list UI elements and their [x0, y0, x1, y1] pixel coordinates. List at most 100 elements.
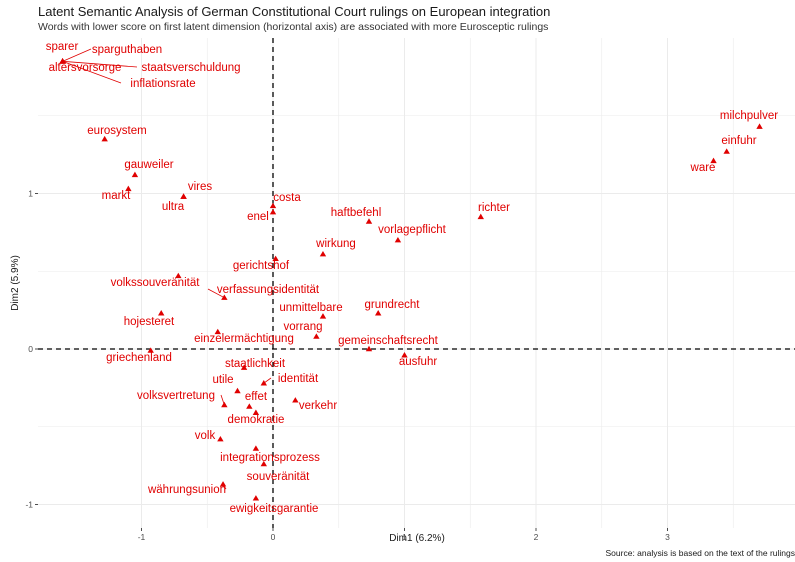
data-point-marker [221, 401, 228, 408]
y-tick-label: 1 [28, 189, 33, 199]
data-point-label: costa [273, 192, 301, 204]
label-leader-line [62, 60, 138, 68]
x-tick-label: 3 [665, 532, 670, 542]
data-point-label: griechenland [106, 352, 172, 364]
data-point-marker [260, 460, 267, 467]
data-point-marker [252, 445, 260, 451]
data-point-marker [214, 328, 221, 335]
data-point-label: staatsverschuldung [141, 62, 240, 74]
data-point-label: eurosystem [87, 125, 146, 137]
data-point-label: vires [188, 181, 213, 193]
data-point-label: verkehr [299, 400, 338, 412]
data-point-label: utile [212, 374, 233, 386]
data-point-marker [59, 58, 66, 64]
label-leader-line [62, 48, 92, 62]
point-labels: sparer sparguthaben altersvorsorge staatsve… [46, 41, 779, 515]
data-point-label: richter [478, 202, 510, 214]
label-leader-line [62, 60, 122, 84]
source-caption: Source: analysis is based on the text of… [605, 548, 795, 558]
data-point-label: gerichtshof [233, 260, 290, 272]
data-point-marker [260, 380, 267, 386]
grid-lines [38, 38, 795, 528]
data-point-label: volkssouveränität [111, 277, 201, 289]
data-point-label: markt [102, 190, 132, 202]
data-point-marker [269, 202, 277, 209]
data-point-marker [125, 185, 132, 192]
axis-ticks: -1 0 1 2 3 -1 0 1 [25, 189, 670, 543]
x-tick-label: 0 [271, 532, 276, 542]
data-point-marker [272, 255, 279, 262]
data-point-label: milchpulver [720, 110, 778, 122]
y-tick-label: -1 [25, 500, 33, 510]
data-point-marker [365, 345, 373, 352]
data-point-label: haftbefehl [331, 207, 382, 219]
x-axis-title: Dim1 (6.2%) [389, 533, 445, 544]
data-point-marker [723, 148, 730, 154]
data-point-label: gauweiler [124, 159, 173, 171]
data-point-label: einzelermächtigung [194, 333, 294, 345]
x-tick-label: -1 [138, 532, 146, 542]
plot-panel [38, 38, 795, 528]
data-point-label: ware [690, 162, 716, 174]
data-point-label: unmittelbare [279, 302, 342, 314]
data-points [59, 58, 763, 501]
data-point-label: vorrang [284, 321, 323, 333]
data-point-marker [313, 333, 320, 339]
chart-title: Latent Semantic Analysis of German Const… [38, 4, 551, 19]
y-axis-title: Dim2 (5.9%) [10, 255, 21, 311]
data-point-label: altersvorsorge [49, 62, 122, 74]
x-tick-label: 1 [402, 532, 407, 542]
data-point-label: volksvertretung [137, 390, 215, 402]
data-point-marker [180, 193, 187, 199]
x-tick-label: 2 [534, 532, 539, 542]
data-point-marker [240, 364, 248, 370]
data-point-label: verfassungsidentität [217, 284, 320, 296]
data-point-label: demokratie [228, 414, 285, 426]
data-point-marker [234, 387, 241, 394]
data-point-label: wirkung [315, 238, 356, 250]
data-point-marker [394, 236, 402, 243]
data-point-marker [101, 135, 108, 142]
chart-subtitle: Words with lower score on first latent d… [38, 21, 549, 33]
data-point-marker [246, 403, 253, 409]
data-point-marker [401, 352, 408, 358]
data-point-label: ultra [162, 201, 185, 213]
data-point-marker [292, 397, 299, 403]
data-point-label: gemeinschaftsrecht [338, 335, 439, 347]
data-point-label: einfuhr [721, 135, 756, 147]
label-leader-line [207, 288, 225, 299]
data-point-marker [147, 347, 154, 353]
data-point-label: ewigkeitsgarantie [230, 503, 319, 515]
data-point-marker [175, 272, 182, 279]
data-point-label: souveränität [247, 471, 310, 483]
data-point-marker [252, 409, 260, 415]
data-point-label: ausfuhr [399, 356, 438, 368]
data-point-marker [375, 310, 382, 316]
data-point-label: inflationsrate [130, 78, 195, 90]
data-point-label: sparguthaben [92, 44, 162, 56]
data-point-marker [252, 495, 260, 501]
y-tick-label: 0 [28, 344, 33, 354]
data-point-marker [319, 250, 327, 257]
data-point-marker [319, 313, 327, 319]
data-point-label: hojesteret [124, 316, 175, 328]
data-point-marker [269, 208, 277, 215]
data-point-marker [710, 157, 717, 164]
data-point-marker [217, 435, 224, 442]
data-point-label: identität [278, 373, 319, 385]
data-point-marker [131, 171, 139, 178]
data-point-label: integrationsprozess [220, 452, 320, 464]
data-point-label: währungsunion [147, 484, 226, 496]
data-point-marker [221, 294, 228, 300]
data-point-marker [158, 310, 165, 316]
data-point-marker [756, 123, 763, 129]
data-point-marker [477, 213, 484, 220]
data-point-marker [219, 481, 227, 487]
data-point-label: staatlichkeit [225, 358, 286, 370]
data-point-label: grundrecht [365, 299, 421, 311]
data-point-label: enel [247, 211, 269, 223]
reference-lines [38, 38, 795, 528]
data-point-label: vorlagepflicht [378, 224, 447, 236]
data-point-label: sparer [46, 41, 79, 53]
